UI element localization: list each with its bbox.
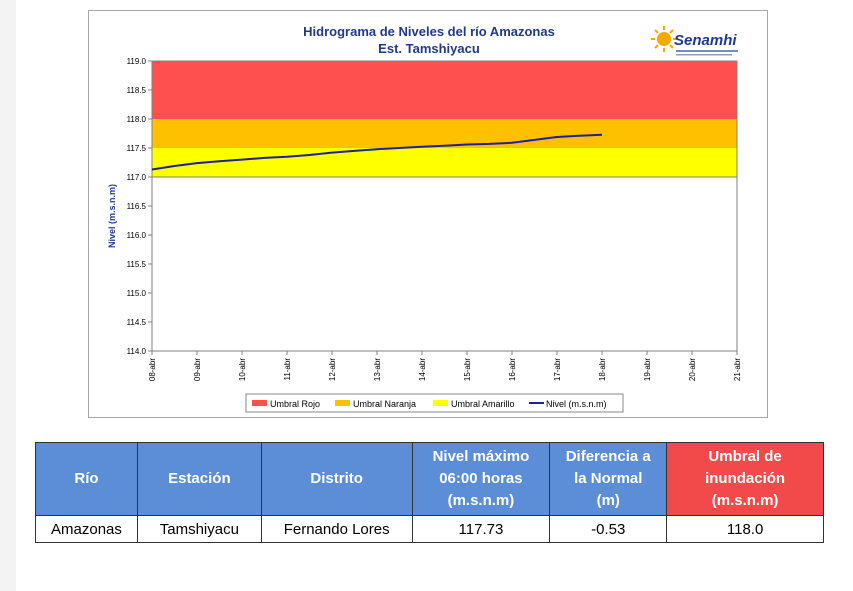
- x-tick-label: 10-abr: [238, 358, 247, 381]
- band-umbral-amarillo: [152, 148, 737, 177]
- x-tick-label: 18-abr: [598, 358, 607, 381]
- legend-item-amarillo: Umbral Amarillo: [433, 399, 515, 409]
- x-tick-label: 11-abr: [283, 358, 292, 381]
- series-line-nivel: [151, 133, 603, 171]
- table-header-row: Río Estación Distrito Nivel máximo 06:00…: [35, 442, 824, 516]
- logo-text: Senamhi: [674, 32, 737, 49]
- x-tick-label: 17-abr: [553, 358, 562, 381]
- y-axis-label: Nivel (m.s.n.m): [107, 184, 117, 248]
- band-umbral-naranja: [152, 119, 737, 148]
- chart-frame: Hidrograma de Niveles del río Amazonas E…: [88, 10, 768, 418]
- legend-item-rojo: Umbral Rojo: [252, 399, 320, 409]
- hydrograph-chart: Hidrograma de Niveles del río Amazonas E…: [107, 24, 742, 413]
- y-tick-label: 115.5: [127, 260, 147, 269]
- y-tick-label: 114.0: [127, 347, 147, 356]
- header-distrito: Distrito: [260, 442, 413, 516]
- header-rio: Río: [35, 442, 138, 516]
- y-tick-label: 116.0: [127, 231, 147, 240]
- legend-label-amarillo: Umbral Amarillo: [451, 399, 515, 409]
- cell-distrito: Fernando Lores: [260, 515, 413, 543]
- x-tick-labels: 08-abr 09-abr 10-abr 11-abr 12-abr 13-abr 14-a…: [148, 351, 742, 381]
- legend-label-rojo: Umbral Rojo: [270, 399, 320, 409]
- legend-label-naranja: Umbral Naranja: [353, 399, 416, 409]
- chart-subtitle: Est. Tamshiyacu: [378, 41, 480, 56]
- legend-item-nivel: Nivel (m.s.n.m): [529, 399, 607, 409]
- y-tick-label: 119.0: [127, 57, 147, 66]
- x-tick-label: 16-abr: [508, 358, 517, 381]
- x-tick-label: 15-abr: [463, 358, 472, 381]
- chart-title: Hidrograma de Niveles del río Amazonas: [303, 24, 555, 39]
- y-tick-labels: 114.0 114.5 115.0 115.5 116.0 116.5 117.0 117.5…: [127, 57, 152, 356]
- y-tick-label: 117.5: [127, 144, 147, 153]
- cell-nivel-maximo: 117.73: [411, 515, 551, 543]
- header-umbral-inundacion: Umbral de inundación (m.s.n.m): [666, 442, 824, 516]
- table-row: Amazonas Tamshiyacu Fernando Lores 117.7…: [35, 515, 824, 543]
- senamhi-logo: Senamhi: [651, 26, 738, 56]
- y-tick-label: 117.0: [127, 173, 147, 182]
- legend-item-naranja: Umbral Naranja: [335, 399, 416, 409]
- cell-estacion: Tamshiyacu: [136, 515, 262, 543]
- legend-label-nivel: Nivel (m.s.n.m): [546, 399, 607, 409]
- y-tick-label: 114.5: [127, 318, 147, 327]
- x-tick-label: 20-abr: [688, 358, 697, 381]
- x-tick-label: 21-abr: [733, 358, 742, 381]
- y-tick-label: 118.0: [127, 115, 147, 124]
- x-tick-label: 13-abr: [373, 358, 382, 381]
- cell-umbral-inundacion: 118.0: [666, 515, 824, 543]
- y-tick-label: 116.5: [127, 202, 147, 211]
- left-margin-strip: [0, 0, 16, 591]
- band-umbral-rojo: [152, 61, 737, 119]
- header-estacion: Estación: [136, 442, 262, 516]
- cell-rio: Amazonas: [35, 515, 138, 543]
- y-tick-label: 118.5: [127, 86, 147, 95]
- cell-diferencia-normal: -0.53: [549, 515, 668, 543]
- header-diferencia-normal: Diferencia a la Normal (m): [549, 442, 668, 516]
- legend-swatch-rojo: [252, 400, 267, 406]
- x-tick-label: 08-abr: [148, 358, 157, 381]
- x-tick-label: 09-abr: [193, 358, 202, 381]
- legend: Umbral Rojo Umbral Naranja Umbral Amaril…: [245, 393, 624, 413]
- legend-swatch-naranja: [335, 400, 350, 406]
- legend-swatch-amarillo: [433, 400, 448, 406]
- series-lines: [151, 133, 603, 171]
- y-tick-label: 115.0: [127, 289, 147, 298]
- station-info-table: Río Estación Distrito Nivel máximo 06:00…: [35, 442, 824, 543]
- threshold-bands: [152, 61, 737, 177]
- x-tick-label: 19-abr: [643, 358, 652, 381]
- sun-icon: [651, 26, 677, 52]
- x-tick-label: 12-abr: [328, 358, 337, 381]
- header-nivel-maximo: Nivel máximo 06:00 horas (m.s.n.m): [411, 442, 551, 516]
- x-tick-label: 14-abr: [418, 358, 427, 381]
